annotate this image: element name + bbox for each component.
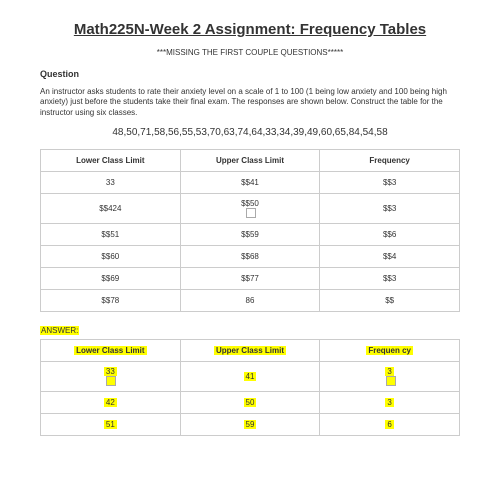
- input-box-icon: [106, 376, 116, 386]
- cell-freq: 3: [320, 391, 460, 413]
- cell-upper: $$77: [180, 267, 320, 289]
- col-freq: Frequency: [320, 149, 460, 171]
- table-row: 33$$41$$3: [41, 171, 460, 193]
- cell-lower: 33: [41, 361, 181, 391]
- cell-upper: $$50: [180, 193, 320, 223]
- data-values: 48,50,71,58,56,55,53,70,63,74,64,33,34,3…: [70, 127, 430, 139]
- cell-freq: 3: [320, 361, 460, 391]
- cell-lower: $$60: [41, 245, 181, 267]
- input-box-icon: [246, 208, 256, 218]
- cell-freq: $$3: [320, 193, 460, 223]
- table-header-row: Lower Class Limit Upper Class Limit Freq…: [41, 339, 460, 361]
- table-row: 33413: [41, 361, 460, 391]
- cell-freq: $$3: [320, 171, 460, 193]
- cell-upper: 50: [180, 391, 320, 413]
- cell-lower: $$51: [41, 223, 181, 245]
- cell-lower: $$78: [41, 289, 181, 311]
- cell-lower: $$424: [41, 193, 181, 223]
- cell-freq: $$3: [320, 267, 460, 289]
- col-freq: Frequen cy: [320, 339, 460, 361]
- input-box-icon: [386, 376, 396, 386]
- cell-lower: $$69: [41, 267, 181, 289]
- question-text: An instructor asks students to rate thei…: [40, 87, 460, 119]
- cell-freq: $$6: [320, 223, 460, 245]
- cell-lower: 33: [41, 171, 181, 193]
- table-row: 42503: [41, 391, 460, 413]
- table-row: $$424$$50$$3: [41, 193, 460, 223]
- table-row: $$69$$77$$3: [41, 267, 460, 289]
- cell-lower: 51: [41, 413, 181, 435]
- answer-label: ANSWER:: [40, 326, 79, 335]
- cell-upper: $$68: [180, 245, 320, 267]
- col-upper: Upper Class Limit: [180, 149, 320, 171]
- table-header-row: Lower Class Limit Upper Class Limit Freq…: [41, 149, 460, 171]
- cell-upper: $$41: [180, 171, 320, 193]
- cell-upper: 41: [180, 361, 320, 391]
- cell-upper: 59: [180, 413, 320, 435]
- frequency-table-answer: Lower Class Limit Upper Class Limit Freq…: [40, 339, 460, 436]
- cell-lower: 42: [41, 391, 181, 413]
- cell-freq: $$: [320, 289, 460, 311]
- table-row: $$51$$59$$6: [41, 223, 460, 245]
- table-row: $$60$$68$$4: [41, 245, 460, 267]
- table-row: 51596: [41, 413, 460, 435]
- cell-upper: $$59: [180, 223, 320, 245]
- cell-upper: 86: [180, 289, 320, 311]
- cell-freq: $$4: [320, 245, 460, 267]
- col-lower: Lower Class Limit: [41, 149, 181, 171]
- cell-freq: 6: [320, 413, 460, 435]
- table-row: $$7886$$: [41, 289, 460, 311]
- question-label: Question: [40, 69, 460, 79]
- frequency-table-template: Lower Class Limit Upper Class Limit Freq…: [40, 149, 460, 312]
- page-title: Math225N-Week 2 Assignment: Frequency Ta…: [40, 20, 460, 40]
- subtitle: ***MISSING THE FIRST COUPLE QUESTIONS***…: [40, 48, 460, 57]
- col-upper: Upper Class Limit: [180, 339, 320, 361]
- col-lower: Lower Class Limit: [41, 339, 181, 361]
